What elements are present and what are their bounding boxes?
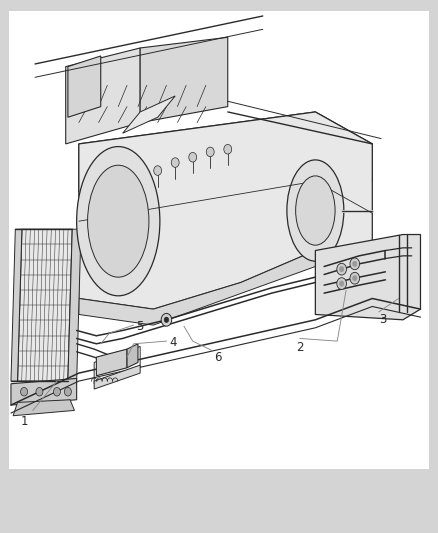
Circle shape bbox=[21, 387, 28, 396]
Circle shape bbox=[164, 317, 169, 322]
Polygon shape bbox=[140, 37, 228, 123]
Circle shape bbox=[350, 258, 360, 270]
Text: 6: 6 bbox=[214, 351, 222, 364]
Text: 5: 5 bbox=[137, 320, 144, 333]
Circle shape bbox=[206, 147, 214, 157]
Polygon shape bbox=[79, 112, 372, 192]
Circle shape bbox=[337, 263, 346, 275]
Polygon shape bbox=[9, 11, 429, 469]
Circle shape bbox=[64, 387, 71, 396]
Ellipse shape bbox=[88, 165, 149, 277]
Circle shape bbox=[339, 266, 344, 272]
Polygon shape bbox=[94, 365, 140, 389]
Polygon shape bbox=[123, 96, 175, 133]
Circle shape bbox=[339, 281, 344, 286]
Circle shape bbox=[189, 152, 197, 162]
Ellipse shape bbox=[287, 160, 344, 261]
Text: 1: 1 bbox=[20, 415, 28, 427]
Ellipse shape bbox=[296, 176, 335, 245]
Ellipse shape bbox=[77, 147, 160, 296]
Text: 2: 2 bbox=[296, 341, 304, 354]
Circle shape bbox=[224, 144, 232, 154]
Text: 3: 3 bbox=[380, 313, 387, 326]
Polygon shape bbox=[96, 349, 127, 376]
Text: 4: 4 bbox=[169, 336, 177, 349]
Polygon shape bbox=[11, 229, 22, 381]
Circle shape bbox=[36, 387, 43, 396]
Polygon shape bbox=[315, 235, 420, 320]
Circle shape bbox=[353, 261, 357, 266]
Circle shape bbox=[53, 387, 60, 396]
Polygon shape bbox=[68, 229, 81, 381]
Polygon shape bbox=[68, 56, 101, 117]
Circle shape bbox=[337, 278, 346, 289]
Polygon shape bbox=[66, 48, 140, 144]
Circle shape bbox=[161, 313, 172, 326]
Circle shape bbox=[353, 276, 357, 281]
Polygon shape bbox=[79, 251, 372, 325]
Circle shape bbox=[154, 166, 162, 175]
Polygon shape bbox=[79, 112, 372, 309]
Polygon shape bbox=[18, 229, 72, 381]
Polygon shape bbox=[13, 400, 74, 416]
Polygon shape bbox=[11, 378, 77, 405]
Polygon shape bbox=[127, 344, 138, 368]
Circle shape bbox=[350, 272, 360, 284]
Circle shape bbox=[171, 158, 179, 167]
